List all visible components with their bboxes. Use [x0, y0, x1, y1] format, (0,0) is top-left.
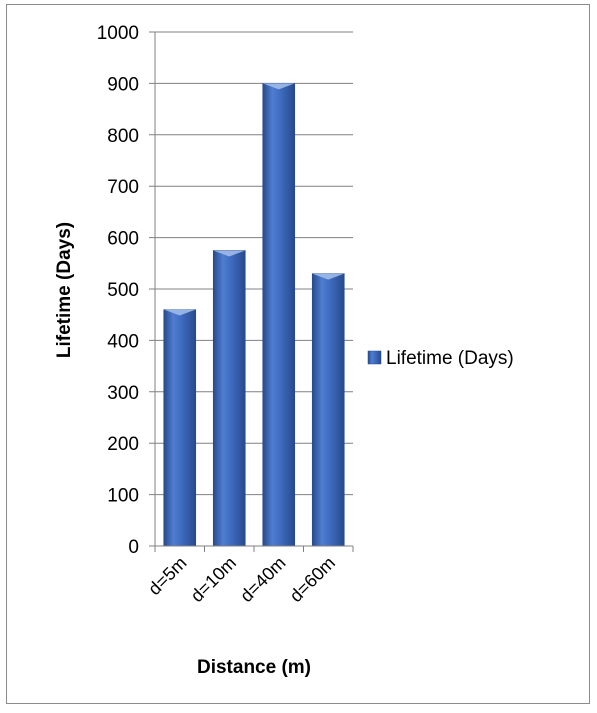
- y-tick-label: 100: [107, 486, 139, 507]
- y-tick-label: 200: [107, 434, 139, 455]
- bars: [163, 83, 345, 547]
- bar: [262, 83, 296, 547]
- x-tick-label: d=40m: [236, 553, 289, 606]
- x-tick-label: d=60m: [286, 553, 339, 606]
- y-tick-labels: 0 100 200 300 400 500 600 700 800 900 1000: [97, 23, 139, 558]
- legend-label: Lifetime (Days): [386, 348, 514, 369]
- bar: [311, 273, 345, 547]
- legend-swatch: [367, 350, 382, 365]
- y-tick-label: 300: [107, 383, 139, 404]
- y-tick-label: 0: [128, 537, 139, 558]
- x-axis: [154, 545, 354, 552]
- bar: [212, 250, 246, 547]
- y-tick-label: 600: [107, 229, 139, 250]
- legend: Lifetime (Days): [367, 348, 514, 369]
- y-tick-label: 1000: [97, 23, 139, 44]
- bar-cap: [312, 273, 345, 280]
- bar-cap: [163, 309, 196, 316]
- x-axis-title: Distance (m): [197, 657, 311, 678]
- y-axis-title: Lifetime (Days): [54, 222, 75, 358]
- y-tick-label: 800: [107, 126, 139, 147]
- y-tick-label: 500: [107, 280, 139, 301]
- y-tick-label: 900: [107, 74, 139, 95]
- x-tick-label: d=5m: [144, 553, 190, 599]
- bar: [163, 309, 197, 547]
- y-tick-label: 700: [107, 177, 139, 198]
- bar-cap: [262, 83, 295, 90]
- chart-frame: [6, 4, 590, 704]
- bar-cap: [213, 250, 246, 257]
- x-tick-label: d=10m: [187, 553, 240, 606]
- y-tick-label: 400: [107, 331, 139, 352]
